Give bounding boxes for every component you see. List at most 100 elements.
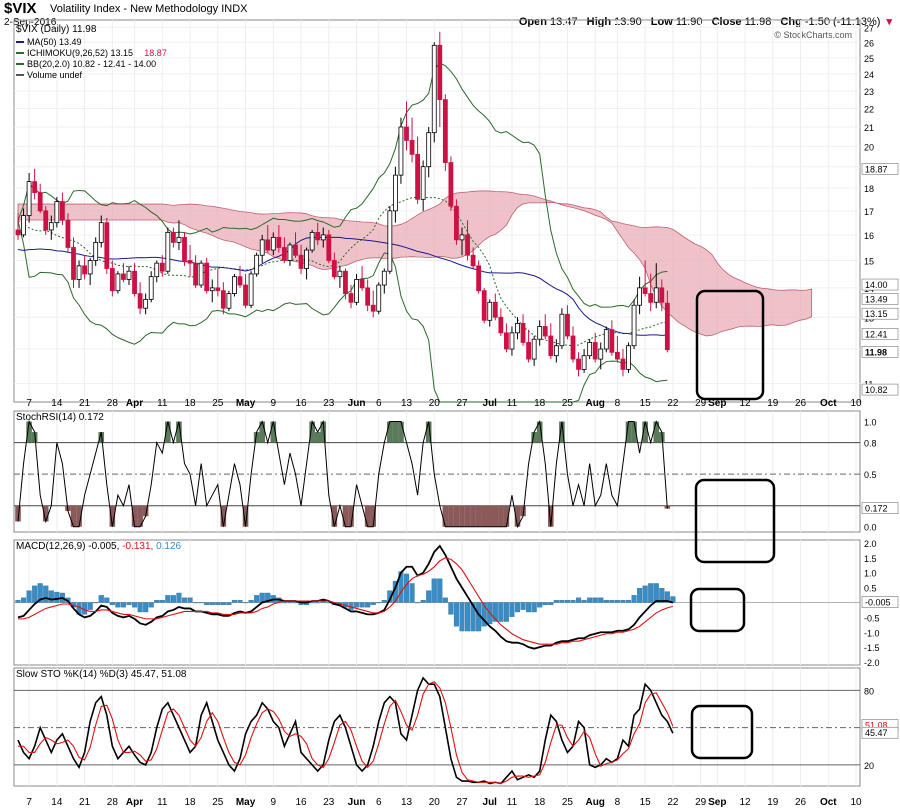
candle-body	[637, 287, 642, 306]
low-label: Low	[650, 16, 673, 28]
y-tick-label: 23	[864, 87, 874, 97]
candle-body	[348, 293, 354, 303]
histogram-bar	[570, 599, 576, 603]
ichimoku-cloud	[17, 190, 813, 337]
candle-body	[598, 348, 604, 360]
candle	[326, 229, 332, 264]
y-tick-label: 80	[864, 686, 874, 696]
candle-body	[465, 234, 470, 256]
candle-body	[337, 270, 343, 278]
histogram-bar	[370, 602, 376, 606]
histogram-bar	[603, 599, 609, 603]
x-tick-label: 28	[107, 797, 119, 808]
histogram-bar	[509, 602, 515, 617]
candle	[348, 285, 354, 309]
candle-body	[631, 304, 637, 347]
candle-body	[542, 326, 548, 337]
candle-body	[137, 293, 143, 309]
open-value: 13.47	[550, 16, 578, 28]
y-tick-label: -0.5	[864, 613, 880, 623]
value-label: 18.87	[865, 164, 888, 174]
y-tick-label: 2.0	[864, 539, 877, 549]
overbought-fill	[165, 421, 171, 443]
value-label-box	[861, 293, 899, 305]
candle	[104, 217, 110, 274]
x-tick-label: 12	[739, 797, 751, 808]
candle	[54, 197, 60, 228]
oversold-fill	[486, 505, 493, 527]
histogram-bar	[209, 602, 215, 606]
panel-frame-3	[13, 667, 861, 787]
candle-body	[331, 260, 337, 278]
legend-label: ICHIMOKU(9,26,52) 13.15	[27, 48, 133, 58]
oversold-fill	[481, 505, 487, 527]
candle-body	[648, 293, 654, 303]
candle	[176, 220, 182, 251]
y-tick-label: 0.8	[864, 439, 877, 449]
oversold-fill	[109, 505, 116, 527]
candle-body	[248, 273, 254, 306]
y-tick-label: 1.0	[864, 569, 877, 579]
candle	[159, 255, 165, 277]
candle	[270, 232, 276, 256]
candle-body	[459, 234, 465, 241]
candle-body	[570, 335, 576, 360]
histogram-bar	[87, 602, 93, 610]
y-tick-label: -1.0	[864, 628, 880, 638]
x-tick-label: 20	[429, 797, 441, 808]
histogram-bar	[231, 599, 238, 603]
histogram-bar	[181, 597, 188, 603]
candle-body	[254, 254, 260, 275]
x-tick-label: 22	[667, 797, 679, 808]
x-tick-label: 13	[401, 398, 413, 409]
candle	[32, 168, 38, 200]
x-tick-label: 9	[271, 398, 277, 409]
close-label: Close	[711, 16, 742, 28]
y-tick-label: 24	[864, 70, 874, 80]
overbought-fill	[98, 432, 105, 443]
histogram-bar	[43, 585, 49, 603]
histogram-bar	[104, 597, 110, 603]
oversold-fill	[364, 505, 371, 527]
overbought-fill	[425, 421, 432, 443]
candle	[198, 260, 204, 288]
x-tick-label: 25	[212, 398, 224, 409]
value-label-box	[861, 726, 899, 739]
value-label: 51.08	[865, 721, 888, 731]
histogram-bar	[614, 599, 620, 603]
histogram-bar	[143, 602, 149, 613]
histogram-bar	[537, 602, 543, 608]
candle	[43, 206, 49, 235]
y-tick-label: 0.0	[864, 523, 877, 533]
candle	[204, 257, 210, 294]
candle-body	[121, 273, 126, 280]
histogram-bar	[492, 602, 498, 622]
chg-label: Chg	[780, 16, 802, 28]
candle-body	[442, 99, 448, 163]
overbought-fill	[270, 421, 277, 443]
overbought-fill	[387, 421, 393, 443]
x-tick-label: Aug	[585, 398, 604, 409]
histogram-bar	[548, 602, 554, 606]
histogram-bar	[259, 592, 265, 603]
candle-body	[259, 239, 265, 256]
candle	[531, 336, 537, 366]
candle-body	[104, 222, 110, 269]
histogram-bar	[576, 597, 582, 603]
x-tick-label: 21	[79, 398, 91, 409]
y-tick-label: 18	[864, 184, 874, 194]
candle-body	[109, 268, 115, 292]
candle-body	[281, 247, 287, 261]
candle-body	[293, 244, 298, 256]
histogram-bar	[98, 595, 104, 603]
candle-body	[315, 232, 321, 241]
histogram-bar	[648, 583, 654, 603]
candle-body	[320, 234, 326, 241]
histogram-bar	[15, 599, 21, 603]
candle-body	[270, 236, 276, 251]
x-tick-label: 10	[850, 797, 862, 808]
overbought-fill	[259, 421, 265, 443]
stochrsi-line	[17, 419, 668, 529]
oversold-fill	[520, 505, 526, 517]
